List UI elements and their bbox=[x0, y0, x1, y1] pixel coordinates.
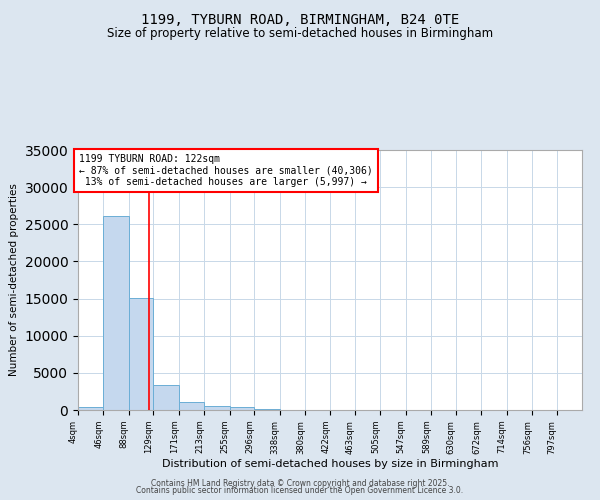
Text: Size of property relative to semi-detached houses in Birmingham: Size of property relative to semi-detach… bbox=[107, 28, 493, 40]
Bar bbox=[230, 407, 254, 410]
Bar bbox=[204, 406, 230, 410]
Bar bbox=[254, 408, 280, 410]
Bar bbox=[179, 402, 204, 410]
Bar bbox=[78, 407, 103, 410]
Bar bbox=[129, 298, 154, 410]
Text: 1199, TYBURN ROAD, BIRMINGHAM, B24 0TE: 1199, TYBURN ROAD, BIRMINGHAM, B24 0TE bbox=[141, 12, 459, 26]
Bar bbox=[103, 216, 129, 410]
Y-axis label: Number of semi-detached properties: Number of semi-detached properties bbox=[9, 184, 19, 376]
Text: Contains HM Land Registry data © Crown copyright and database right 2025.: Contains HM Land Registry data © Crown c… bbox=[151, 478, 449, 488]
X-axis label: Distribution of semi-detached houses by size in Birmingham: Distribution of semi-detached houses by … bbox=[162, 460, 498, 469]
Bar bbox=[154, 386, 179, 410]
Text: Contains public sector information licensed under the Open Government Licence 3.: Contains public sector information licen… bbox=[136, 486, 464, 495]
Text: 1199 TYBURN ROAD: 122sqm
← 87% of semi-detached houses are smaller (40,306)
 13%: 1199 TYBURN ROAD: 122sqm ← 87% of semi-d… bbox=[79, 154, 373, 187]
